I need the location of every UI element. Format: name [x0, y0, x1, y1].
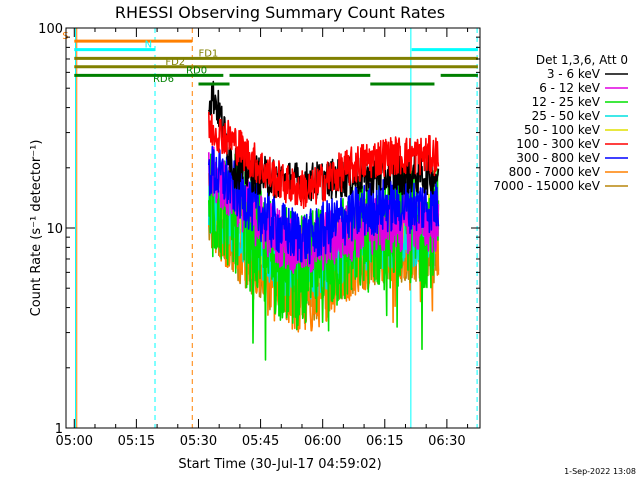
y-tick-label-2: 1 [55, 422, 63, 437]
x-tick-label-4: 06:00 [304, 434, 341, 449]
y-tick-label-0: 100 [38, 22, 63, 37]
legend-label-8: 7000 - 15000 keV [493, 179, 600, 193]
flag-label-rd6: RD6 [153, 74, 174, 85]
x-axis-label: Start Time (30-Jul-17 04:59:02) [178, 457, 381, 472]
legend-label-3: 25 - 50 keV [532, 109, 601, 123]
timestamp: 1-Sep-2022 13:08 [564, 467, 636, 476]
flag-label-s: S [62, 31, 68, 42]
y-tick-label-1: 10 [46, 222, 63, 237]
x-tick-label-0: 05:00 [56, 434, 93, 449]
y-axis-label: Count Rate (s⁻¹ detector⁻¹) [29, 140, 44, 317]
series-layer [75, 28, 478, 428]
legend-header: Det 1,3,6, Att 0 [536, 53, 628, 67]
series-line-1 [208, 146, 440, 274]
legend-label-6: 300 - 800 keV [516, 151, 600, 165]
flag-label-n: N [145, 40, 152, 51]
flag-label-rd0: RD0 [186, 65, 207, 76]
legend-label-0: 3 - 6 keV [547, 67, 601, 81]
legend-label-5: 100 - 300 keV [516, 137, 600, 151]
series-line-2 [208, 149, 440, 361]
series-line-6 [208, 145, 440, 265]
x-tick-label-3: 05:45 [242, 434, 279, 449]
flag-label-fd2: FD2 [165, 57, 185, 68]
series-line-5 [208, 111, 440, 209]
flag-label-fd1: FD1 [198, 48, 218, 59]
x-tick-label-5: 06:15 [366, 434, 403, 449]
chart-title: RHESSI Observing Summary Count Rates [115, 3, 445, 22]
x-tick-label-1: 05:15 [118, 434, 155, 449]
legend-label-7: 800 - 7000 keV [509, 165, 601, 179]
x-tick-label-2: 05:30 [180, 434, 217, 449]
legend-label-1: 6 - 12 keV [539, 81, 601, 95]
axes: 05:00 05:15 05:30 05:45 06:00 06:15 06:30 100 10… [38, 22, 480, 449]
legend-label-2: 12 - 25 keV [532, 95, 601, 109]
x-tick-label-6: 06:30 [428, 434, 465, 449]
legend-label-4: 50 - 100 keV [524, 123, 601, 137]
